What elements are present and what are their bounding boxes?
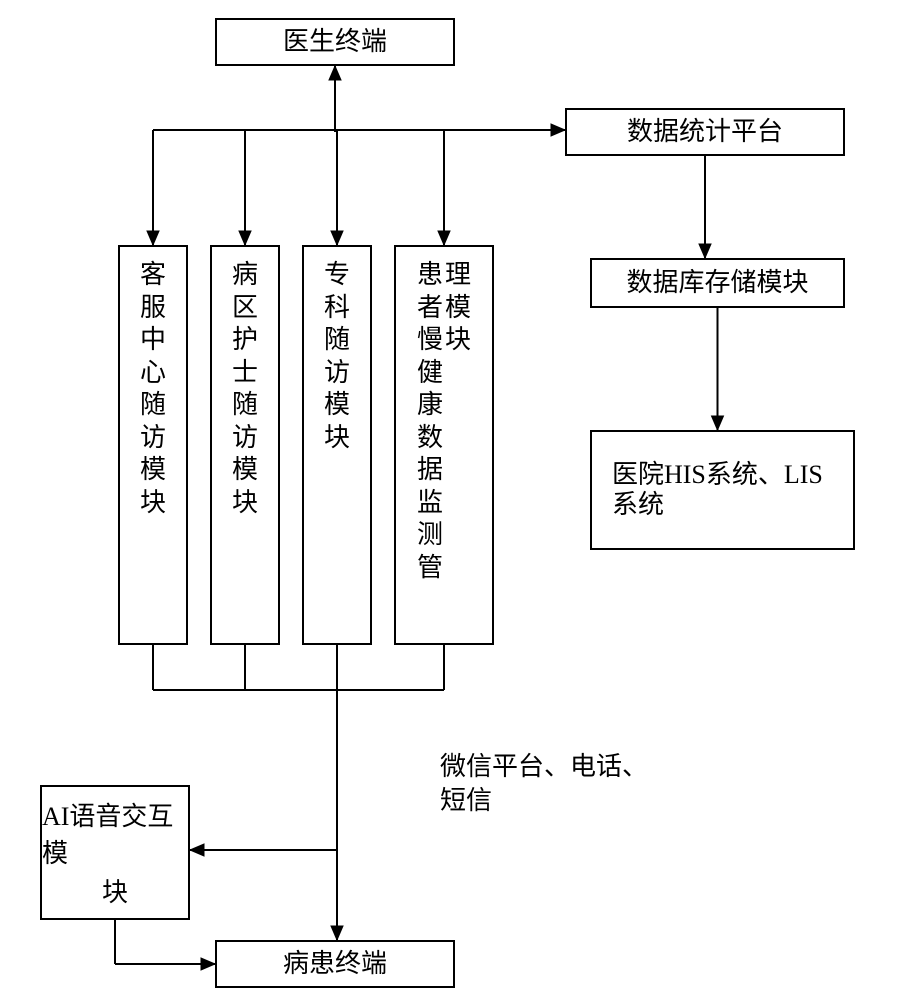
node-ward-nurse: 病区护士随访模块 <box>210 245 280 645</box>
node-db-storage: 数据库存储模块 <box>590 258 845 308</box>
label: 微信平台、电话、短信 <box>440 752 648 815</box>
node-chronic-monitor: 患者慢健康数据监测管理模块 <box>394 245 494 645</box>
annotation-channels: 微信平台、电话、短信 <box>440 750 670 818</box>
node-patient-terminal: 病患终端 <box>215 940 455 988</box>
node-doctor-terminal: 医生终端 <box>215 18 455 66</box>
node-cs-center: 客服中心随访模块 <box>118 245 188 645</box>
label: 医生终端 <box>283 27 387 57</box>
label: 医院HIS系统、LIS系统 <box>612 460 833 520</box>
label: 病患终端 <box>283 949 387 979</box>
label: 数据统计平台 <box>627 117 783 147</box>
node-ai-voice: AI语音交互模块 <box>40 785 190 920</box>
node-his-lis: 医院HIS系统、LIS系统 <box>590 430 855 550</box>
node-specialist: 专科随访模块 <box>302 245 372 645</box>
node-stats-platform: 数据统计平台 <box>565 108 845 156</box>
label: 数据库存储模块 <box>626 268 808 298</box>
